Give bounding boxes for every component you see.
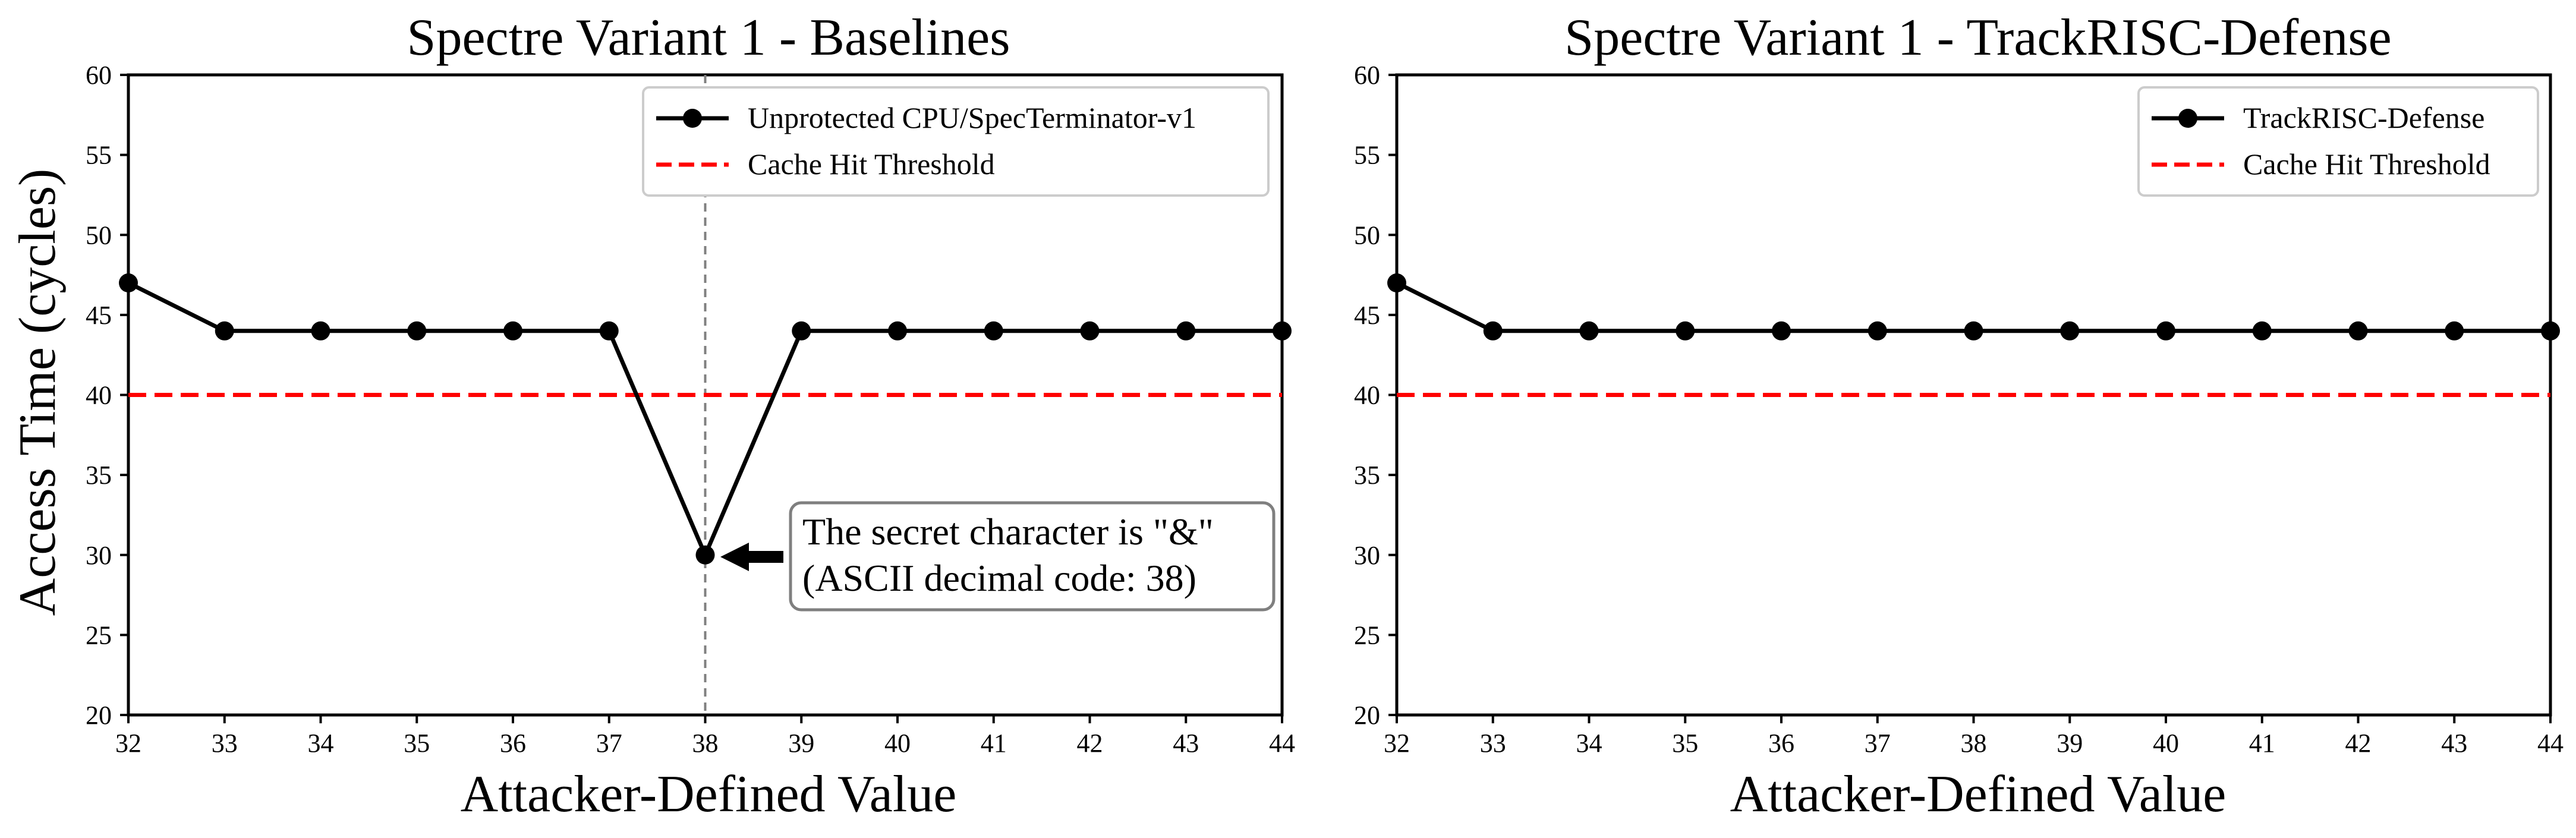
data-point xyxy=(2348,321,2368,341)
legend: TrackRISC-Defense Cache Hit Threshold xyxy=(2137,86,2539,197)
x-tick-label: 40 xyxy=(2153,729,2179,758)
data-point xyxy=(1176,321,1196,341)
x-tick-label: 39 xyxy=(788,729,814,758)
y-tick-label: 20 xyxy=(1354,701,1380,730)
data-point xyxy=(792,321,811,341)
tick-layer: 32 33 34 35 36 37 38 39 40 41 42 43 44 20 25 30 35 40 45 50… xyxy=(1354,61,2564,758)
y-axis-label: Access Time (cycles) xyxy=(9,169,67,616)
data-point xyxy=(1483,321,1503,341)
y-tick-label: 55 xyxy=(1354,141,1380,170)
data-point xyxy=(1080,321,1100,341)
data-point xyxy=(2156,321,2175,341)
data-point xyxy=(2445,321,2464,341)
x-tick-label: 44 xyxy=(1269,729,1295,758)
x-tick-label: 41 xyxy=(981,729,1007,758)
x-tick-label: 38 xyxy=(692,729,719,758)
series-layer xyxy=(119,273,1292,565)
y-tick-label: 40 xyxy=(1354,381,1380,410)
x-tick-label: 32 xyxy=(115,729,141,758)
annotation-arrow xyxy=(720,543,783,571)
x-tick-label: 43 xyxy=(2441,729,2467,758)
annotation-box xyxy=(789,501,1276,612)
x-tick-label: 35 xyxy=(404,729,430,758)
legend: Unprotected CPU/SpecTerminator-v1 Cache … xyxy=(642,86,1270,197)
data-point xyxy=(695,545,715,565)
data-point xyxy=(1964,321,1983,341)
x-tick-label: 37 xyxy=(1865,729,1891,758)
legend-series-marker xyxy=(683,109,702,128)
data-point xyxy=(2252,321,2272,341)
data-point xyxy=(984,321,1003,341)
data-point xyxy=(888,321,907,341)
y-tick-label: 45 xyxy=(86,301,112,330)
y-tick-label: 30 xyxy=(86,541,112,570)
x-tick-label: 44 xyxy=(2537,729,2564,758)
x-tick-label: 35 xyxy=(1672,729,1698,758)
data-point xyxy=(2541,321,2560,341)
series-layer xyxy=(1387,273,2560,341)
tick-layer: 32 33 34 35 36 37 38 39 40 41 42 43 44 20 25 30 35 40 45 50… xyxy=(86,61,1295,758)
legend-box xyxy=(642,86,1270,197)
data-point xyxy=(215,321,234,341)
legend-threshold-label: Cache Hit Threshold xyxy=(748,147,995,181)
y-tick-label: 25 xyxy=(86,620,112,650)
y-tick-label: 50 xyxy=(86,220,112,250)
chart-panel-baselines: Spectre Variant 1 - Baselines Attacker-D… xyxy=(9,9,1295,823)
x-tick-label: 42 xyxy=(2345,729,2372,758)
x-tick-label: 34 xyxy=(308,729,334,758)
x-tick-label: 33 xyxy=(212,729,238,758)
legend-series-marker xyxy=(2178,109,2197,128)
chart-title: Spectre Variant 1 - TrackRISC-Defense xyxy=(1564,9,2391,67)
chart-panel-trackrisc: Spectre Variant 1 - TrackRISC-Defense At… xyxy=(1354,9,2564,823)
data-point xyxy=(599,321,619,341)
x-tick-label: 43 xyxy=(1173,729,1199,758)
data-point xyxy=(503,321,522,341)
data-point xyxy=(1387,273,1406,293)
data-point xyxy=(1868,321,1887,341)
x-tick-label: 40 xyxy=(884,729,911,758)
y-tick-label: 20 xyxy=(86,701,112,730)
x-tick-label: 38 xyxy=(1961,729,1987,758)
x-tick-label: 34 xyxy=(1576,729,1602,758)
y-tick-label: 35 xyxy=(86,461,112,490)
annotation-layer: The secret character is "&" (ASCII decim… xyxy=(720,501,1276,612)
data-point xyxy=(2060,321,2080,341)
y-tick-label: 35 xyxy=(1354,461,1380,490)
x-tick-label: 42 xyxy=(1077,729,1103,758)
legend-box xyxy=(2137,86,2539,197)
data-point xyxy=(1579,321,1599,341)
y-tick-label: 45 xyxy=(1354,301,1380,330)
y-tick-label: 40 xyxy=(86,381,112,410)
chart-title: Spectre Variant 1 - Baselines xyxy=(407,9,1010,67)
y-tick-label: 50 xyxy=(1354,220,1380,250)
data-point xyxy=(1772,321,1791,341)
x-tick-label: 33 xyxy=(1480,729,1506,758)
data-point xyxy=(119,273,138,293)
data-point xyxy=(1273,321,1292,341)
legend-series-label: Unprotected CPU/SpecTerminator-v1 xyxy=(748,101,1196,134)
annotation-line-2: (ASCII decimal code: 38) xyxy=(802,557,1196,599)
x-tick-label: 39 xyxy=(2057,729,2083,758)
data-point xyxy=(311,321,330,341)
y-tick-label: 30 xyxy=(1354,541,1380,570)
annotation-line-1: The secret character is "&" xyxy=(802,511,1214,553)
y-tick-label: 60 xyxy=(1354,61,1380,90)
x-axis-label: Attacker-Defined Value xyxy=(1730,765,2227,823)
data-point xyxy=(407,321,427,341)
data-point xyxy=(1676,321,1695,341)
x-tick-label: 36 xyxy=(1768,729,1794,758)
y-tick-label: 55 xyxy=(86,141,112,170)
y-tick-label: 60 xyxy=(86,61,112,90)
legend-threshold-label: Cache Hit Threshold xyxy=(2243,147,2490,181)
x-tick-label: 32 xyxy=(1384,729,1410,758)
legend-series-label: TrackRISC-Defense xyxy=(2243,101,2484,134)
x-axis-label: Attacker-Defined Value xyxy=(461,765,957,823)
x-tick-label: 37 xyxy=(596,729,622,758)
x-tick-label: 36 xyxy=(500,729,526,758)
x-tick-label: 41 xyxy=(2249,729,2275,758)
y-tick-label: 25 xyxy=(1354,620,1380,650)
